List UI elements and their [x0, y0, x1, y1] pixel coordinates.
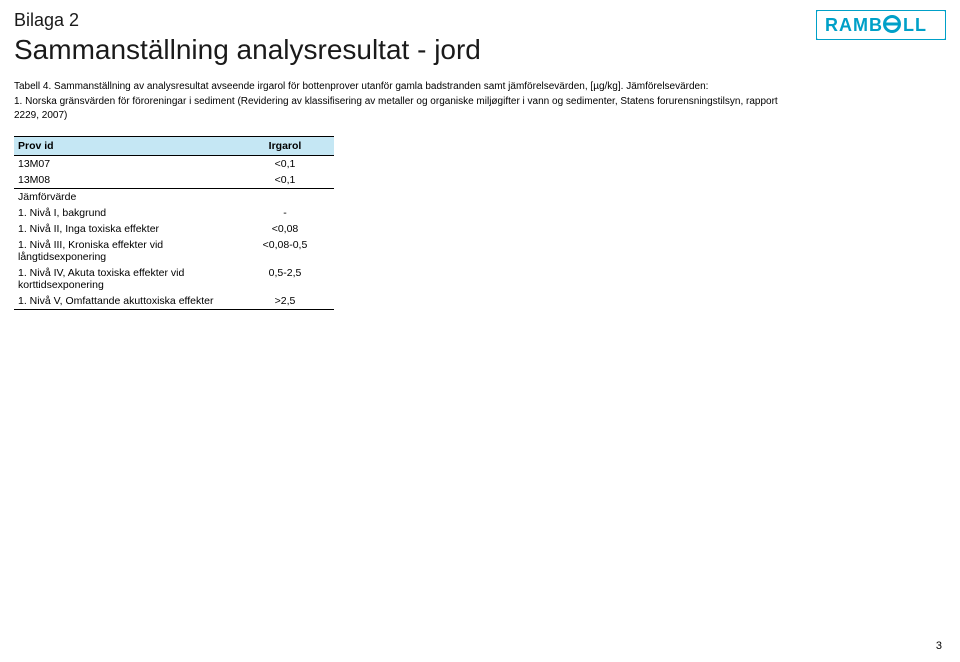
brand-logo: RAMB LL [816, 10, 946, 40]
cell-value: <0,08-0,5 [238, 237, 334, 265]
col-header-provid: Prov id [14, 137, 238, 156]
page-number: 3 [936, 640, 942, 652]
cell-value: 0,5-2,5 [238, 265, 334, 293]
cell-value: >2,5 [238, 293, 334, 310]
cell-value: <0,08 [238, 221, 334, 237]
appendix-label: Bilaga 2 [14, 10, 79, 31]
table-row: 13M07 <0,1 [14, 156, 334, 173]
svg-text:LL: LL [903, 15, 927, 35]
ramboll-logo-svg: RAMB LL [816, 10, 946, 40]
section-label: Jämförvärde [14, 189, 334, 206]
cell-label: 1. Nivå V, Omfattande akuttoxiska effekt… [14, 293, 238, 310]
results-table-container: Prov id Irgarol 13M07 <0,1 13M08 <0,1 Jä… [14, 136, 334, 310]
table-section-row: Jämförvärde [14, 189, 334, 206]
table-row: 13M08 <0,1 [14, 172, 334, 189]
table-row: 1. Nivå I, bakgrund - [14, 205, 334, 221]
cell-label: 1. Nivå III, Kroniska effekter vid långt… [14, 237, 238, 265]
table-row: 1. Nivå III, Kroniska effekter vid långt… [14, 237, 334, 265]
table-row: 1. Nivå V, Omfattande akuttoxiska effekt… [14, 293, 334, 310]
cell-label: 13M08 [14, 172, 238, 189]
table-caption: Tabell 4. Sammanställning av analysresul… [14, 80, 946, 124]
caption-line2: 1. Norska gränsvärden för föroreningar i… [14, 96, 778, 107]
results-table: Prov id Irgarol 13M07 <0,1 13M08 <0,1 Jä… [14, 136, 334, 310]
cell-value: - [238, 205, 334, 221]
svg-text:RAMB: RAMB [825, 15, 883, 35]
table-row: 1. Nivå II, Inga toxiska effekter <0,08 [14, 221, 334, 237]
cell-label: 1. Nivå I, bakgrund [14, 205, 238, 221]
table-header-row: Prov id Irgarol [14, 137, 334, 156]
cell-label: 1. Nivå II, Inga toxiska effekter [14, 221, 238, 237]
caption-line1: Tabell 4. Sammanställning av analysresul… [14, 81, 708, 92]
cell-value: <0,1 [238, 156, 334, 173]
caption-line3: 2229, 2007) [14, 110, 67, 121]
page-title: Sammanställning analysresultat - jord [14, 34, 481, 66]
cell-value: <0,1 [238, 172, 334, 189]
cell-label: 1. Nivå IV, Akuta toxiska effekter vid k… [14, 265, 238, 293]
table-row: 1. Nivå IV, Akuta toxiska effekter vid k… [14, 265, 334, 293]
col-header-irgarol: Irgarol [238, 137, 334, 156]
cell-label: 13M07 [14, 156, 238, 173]
